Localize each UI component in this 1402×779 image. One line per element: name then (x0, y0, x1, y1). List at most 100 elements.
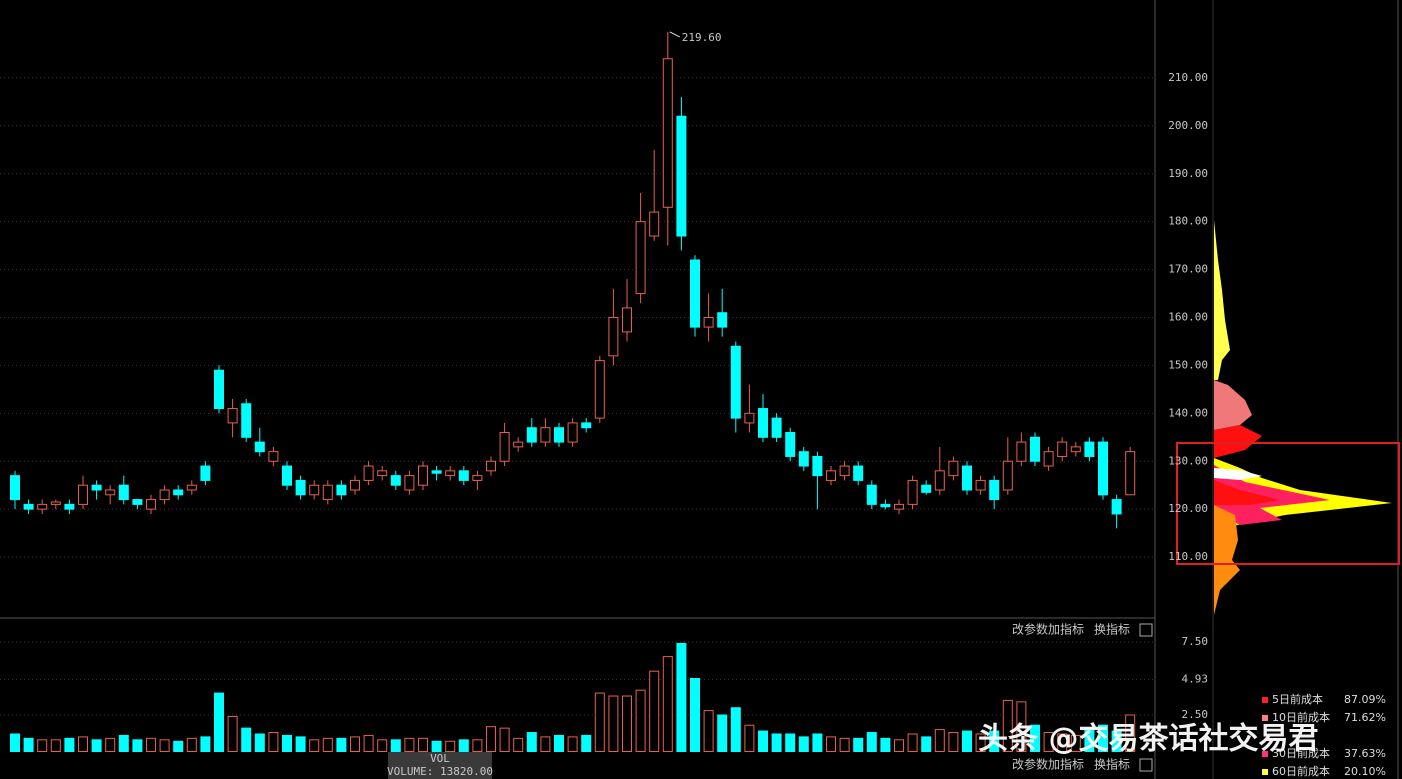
volume-bar (649, 670, 660, 753)
candle-body (826, 470, 836, 481)
candle-body (594, 360, 605, 419)
legend-value: 87.09% (1344, 693, 1386, 706)
volume-bar (23, 737, 34, 752)
legend-name: 60日前成本 (1272, 764, 1330, 778)
legend-name: 30日前成本 (1272, 746, 1330, 760)
volume-bar (254, 733, 265, 752)
volume-bar (594, 692, 605, 752)
volume-bar (581, 734, 592, 753)
volume-bar (295, 736, 306, 753)
volume-bar (1070, 734, 1081, 753)
watermark: 头条 @交易茶话社交易君 (978, 722, 1318, 757)
candle-body (309, 484, 320, 496)
volume-bar (186, 737, 197, 752)
legend-swatch (1262, 751, 1268, 757)
legend-name: 5日前成本 (1272, 692, 1323, 706)
volume-bar (622, 695, 632, 753)
candle-body (214, 369, 224, 410)
y-tick-label: 140.00 (1168, 406, 1208, 419)
candle-body (567, 422, 578, 443)
volume-bar (690, 678, 700, 752)
y-tick-label: 210.00 (1168, 71, 1208, 84)
candle-body (431, 470, 442, 474)
candle-body (23, 503, 34, 510)
volume-bar (948, 732, 959, 753)
volume-bar (146, 737, 156, 752)
candle-body (894, 503, 904, 510)
candle-body (1002, 460, 1013, 491)
volume-bar (431, 740, 442, 753)
candle-body (486, 460, 496, 472)
candle-body (540, 427, 551, 443)
volume-bar (812, 733, 823, 752)
volume-bar (10, 733, 20, 752)
candle-body (1111, 499, 1122, 515)
candle-body (78, 484, 88, 505)
volume-bar (676, 642, 687, 753)
candle-body (758, 408, 768, 438)
candle-body (703, 317, 714, 328)
volume-bar (662, 656, 673, 752)
volume-bar (227, 715, 238, 753)
candle-body (676, 115, 687, 237)
candle-body (50, 501, 61, 505)
volume-bar (785, 733, 796, 752)
legend-value: 37.63% (1344, 747, 1386, 760)
volume-bar (241, 727, 252, 753)
volume-bar (363, 734, 374, 753)
volume-bar (50, 739, 61, 753)
button[interactable]: 换指标 (1094, 757, 1130, 772)
volume-bar (635, 689, 646, 752)
candle-body (363, 465, 374, 481)
button[interactable]: 加指标 (1048, 757, 1084, 772)
y-tick-label: 110.00 (1168, 550, 1208, 563)
volume-bar (771, 733, 782, 752)
y-tick-label: 160.00 (1168, 311, 1208, 324)
candle-body (921, 484, 932, 493)
candle-body (445, 470, 456, 477)
close-button[interactable] (1139, 758, 1153, 772)
button[interactable]: 改参数 (1012, 622, 1048, 637)
close-button[interactable] (1139, 623, 1153, 637)
volume-bar (880, 737, 891, 752)
volume-bar (78, 736, 88, 753)
candle-body (132, 499, 143, 505)
volume-bar (853, 737, 864, 752)
candle-body (173, 489, 184, 496)
volume-bar (472, 739, 483, 753)
legend-value: 71.62% (1344, 711, 1386, 724)
candle-body (295, 479, 306, 496)
high-annotation: 219.60 (682, 31, 722, 44)
candle-body (554, 427, 564, 443)
legend-swatch (1262, 769, 1268, 775)
candle-body (1070, 446, 1081, 453)
button[interactable]: 改参数 (1012, 757, 1048, 772)
candle-body (377, 470, 388, 477)
candle-body (268, 451, 279, 462)
vol-readout: VOLUME: 13820.00 (387, 765, 493, 778)
candle-body (513, 441, 524, 448)
candle-body (948, 460, 959, 477)
candle-body (744, 412, 755, 424)
volume-bar (499, 727, 510, 753)
candle-body (812, 455, 823, 477)
candle-body (1057, 441, 1068, 457)
candle-body (717, 312, 728, 328)
candle-body (853, 465, 864, 481)
volume-bar (1111, 730, 1122, 752)
volume-bar (445, 740, 456, 753)
candle-body (105, 489, 116, 496)
volume-bar (336, 737, 347, 752)
volume-bar (282, 734, 292, 753)
annotation-arrow (669, 31, 681, 38)
candle-body (10, 475, 20, 501)
volume-bar (390, 739, 401, 753)
volume-bar (268, 732, 279, 753)
candle-body (37, 503, 48, 510)
button[interactable]: 换指标 (1094, 622, 1130, 637)
volume-bar (567, 736, 578, 753)
y-tick-label: 180.00 (1168, 215, 1208, 228)
candle-body (322, 484, 333, 501)
button[interactable]: 加指标 (1048, 622, 1084, 637)
volume-bar (200, 736, 211, 753)
